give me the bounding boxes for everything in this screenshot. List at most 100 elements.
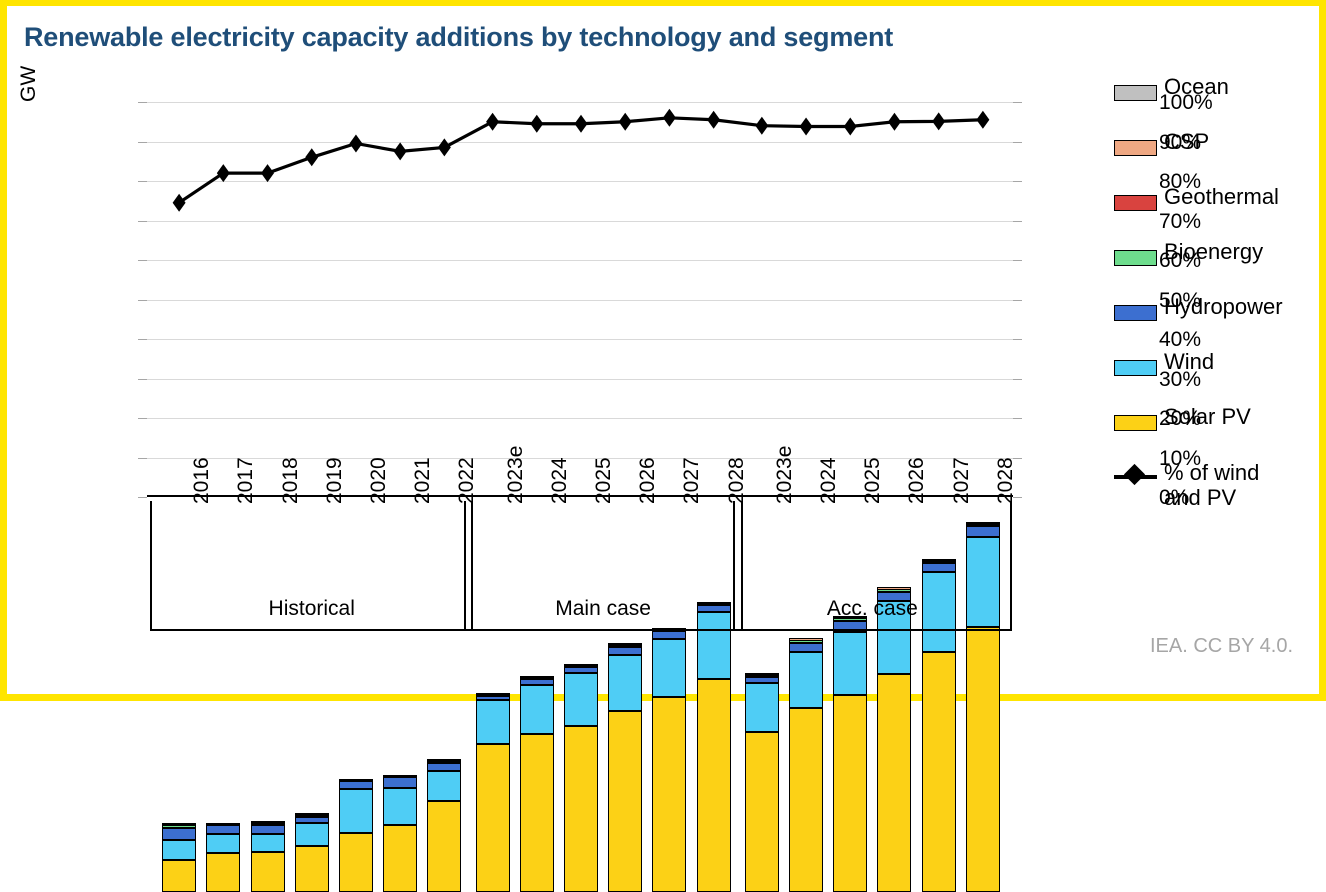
percent-line-marker	[261, 164, 275, 183]
bar-segment-solar-pv	[921, 651, 956, 892]
y-axis-right-tick-mark	[1013, 220, 1022, 222]
percent-line-marker	[574, 114, 588, 133]
legend-item-percent-wind-pv[interactable]: % of wind and PV	[1114, 460, 1324, 531]
bar-segment-hydropower	[696, 604, 731, 612]
plot-area: 1 0009008007006005004003002001000 100%90…	[138, 91, 1213, 892]
bar-segment-csp	[789, 638, 824, 641]
y-axis-right-tick-label: 70%	[1159, 209, 1202, 233]
percent-line-marker	[662, 108, 676, 127]
legend-item-csp[interactable]: CSP	[1114, 131, 1324, 186]
x-axis-label-16: 2026	[905, 457, 929, 504]
group-box-historical: Historical	[150, 501, 474, 631]
gridline	[147, 457, 1013, 459]
percent-line-marker	[799, 117, 813, 136]
bar-segment-wind	[833, 631, 868, 696]
y-axis-left-tick-mark	[138, 220, 147, 222]
legend-label-solarpv: Solar PV	[1164, 404, 1251, 429]
credit-text: IEA. CC BY 4.0.	[1149, 635, 1293, 657]
legend-swatch-csp	[1114, 140, 1157, 156]
percent-line-marker	[437, 138, 451, 157]
legend-swatch-solarpv	[1114, 415, 1157, 431]
percent-line-marker	[216, 164, 230, 183]
legend-label-csp: CSP	[1164, 129, 1210, 154]
y-axis-right-tick-label: 90%	[1159, 130, 1202, 154]
gridline	[147, 299, 1013, 301]
legend-item-geothermal[interactable]: Geothermal	[1114, 186, 1324, 241]
y-axis-right-tick-mark	[1013, 181, 1022, 182]
y-axis-right-tick-label: 20%	[1159, 407, 1202, 430]
y-axis-left-tick-mark	[138, 299, 147, 301]
bar-segment-wind	[294, 823, 329, 847]
y-axis-unit-label: GW	[17, 65, 40, 102]
bar-segment-csp	[564, 663, 598, 666]
percent-line-marker	[618, 112, 632, 131]
percent-line-marker	[486, 112, 500, 131]
legend-label-percent-wind-pv: % of wind and PV	[1164, 460, 1260, 510]
bar-segment-csp	[475, 692, 510, 695]
legend-item-solarpv[interactable]: Solar PV	[1114, 406, 1324, 461]
bar-segment-solar-pv	[789, 708, 824, 892]
percent-line-marker	[932, 112, 946, 131]
bar-segment-solar-pv	[744, 732, 779, 892]
legend-label-ocean: Ocean	[1164, 74, 1229, 99]
percent-line-marker	[843, 117, 857, 136]
legend-label-wind: Wind	[1164, 349, 1215, 374]
bar-segment-solar-pv	[877, 674, 912, 892]
bar-segment-wind	[427, 770, 462, 802]
bar-segment-csp	[921, 559, 956, 562]
y-axis-right-tick-mark	[1013, 260, 1022, 261]
gridline	[147, 220, 1013, 222]
bar-segment-solar-pv	[250, 852, 285, 892]
y-axis-right-tick-label: 60%	[1159, 249, 1202, 272]
y-axis-right-tick-label: 80%	[1159, 170, 1202, 193]
legend-swatch-ocean	[1114, 85, 1157, 101]
bar-segment-wind	[744, 683, 779, 733]
x-axis-label-4: 2020	[366, 457, 390, 504]
percent-line-marker	[887, 112, 901, 131]
gridline	[147, 181, 1013, 182]
bar-segment-wind	[696, 611, 731, 680]
legend-item-ocean[interactable]: Ocean	[1114, 76, 1324, 131]
bar-segment-csp	[427, 759, 462, 762]
percent-line-marker	[976, 110, 990, 129]
bar-segment-solar-pv	[564, 725, 598, 892]
bar-segment-wind	[564, 673, 598, 726]
gridline	[147, 260, 1013, 261]
x-axis-label-17: 2027	[949, 457, 973, 504]
x-axis-label-6: 2022	[455, 457, 479, 504]
bar-segment-wind	[338, 788, 373, 834]
legend-label-geothermal: Geothermal	[1164, 184, 1279, 209]
bar-segment-hydropower	[921, 562, 956, 572]
y-axis-right-tick-mark	[1013, 299, 1022, 301]
bar-segment-hydropower	[652, 631, 687, 639]
group-box-acc--case: Acc. case	[732, 501, 1012, 631]
bar-segment-csp	[608, 643, 643, 646]
bar-segment-csp	[206, 822, 241, 826]
x-axis-label-2: 2018	[278, 457, 302, 504]
bar-segment-wind	[789, 651, 824, 709]
y-axis-right-tick-label: 0%	[1159, 486, 1190, 509]
bar-segment-solar-pv	[965, 626, 1000, 892]
y-axis-left-tick-mark	[138, 260, 147, 261]
bar-segment-csp	[250, 821, 285, 824]
x-axis-label-1: 2017	[234, 457, 258, 504]
bar-segment-hydropower	[250, 824, 285, 834]
bar-segment-solar-pv	[833, 695, 868, 892]
legend-label-percent-line-1: % of wind	[1164, 460, 1260, 485]
bar-segment-wind	[250, 833, 285, 853]
percent-line-marker	[172, 193, 186, 212]
y-axis-left-tick-mark	[138, 418, 147, 419]
bar-segment-hydropower	[383, 777, 418, 789]
legend-item-bioenergy[interactable]: Bioenergy	[1114, 241, 1324, 296]
legend-item-hydropower[interactable]: Hydropower	[1114, 296, 1324, 351]
x-axis-label-18: 2028	[993, 457, 1017, 504]
gridline	[147, 339, 1013, 340]
legend-item-wind[interactable]: Wind	[1114, 351, 1324, 406]
bar-segment-csp	[162, 823, 197, 826]
bar-segment-csp	[744, 672, 779, 675]
bar-segment-hydropower	[965, 525, 1000, 537]
bar-segment-csp	[965, 521, 1000, 525]
bar-segment-solar-pv	[427, 801, 462, 892]
x-axis-label-10: 2026	[636, 457, 660, 504]
